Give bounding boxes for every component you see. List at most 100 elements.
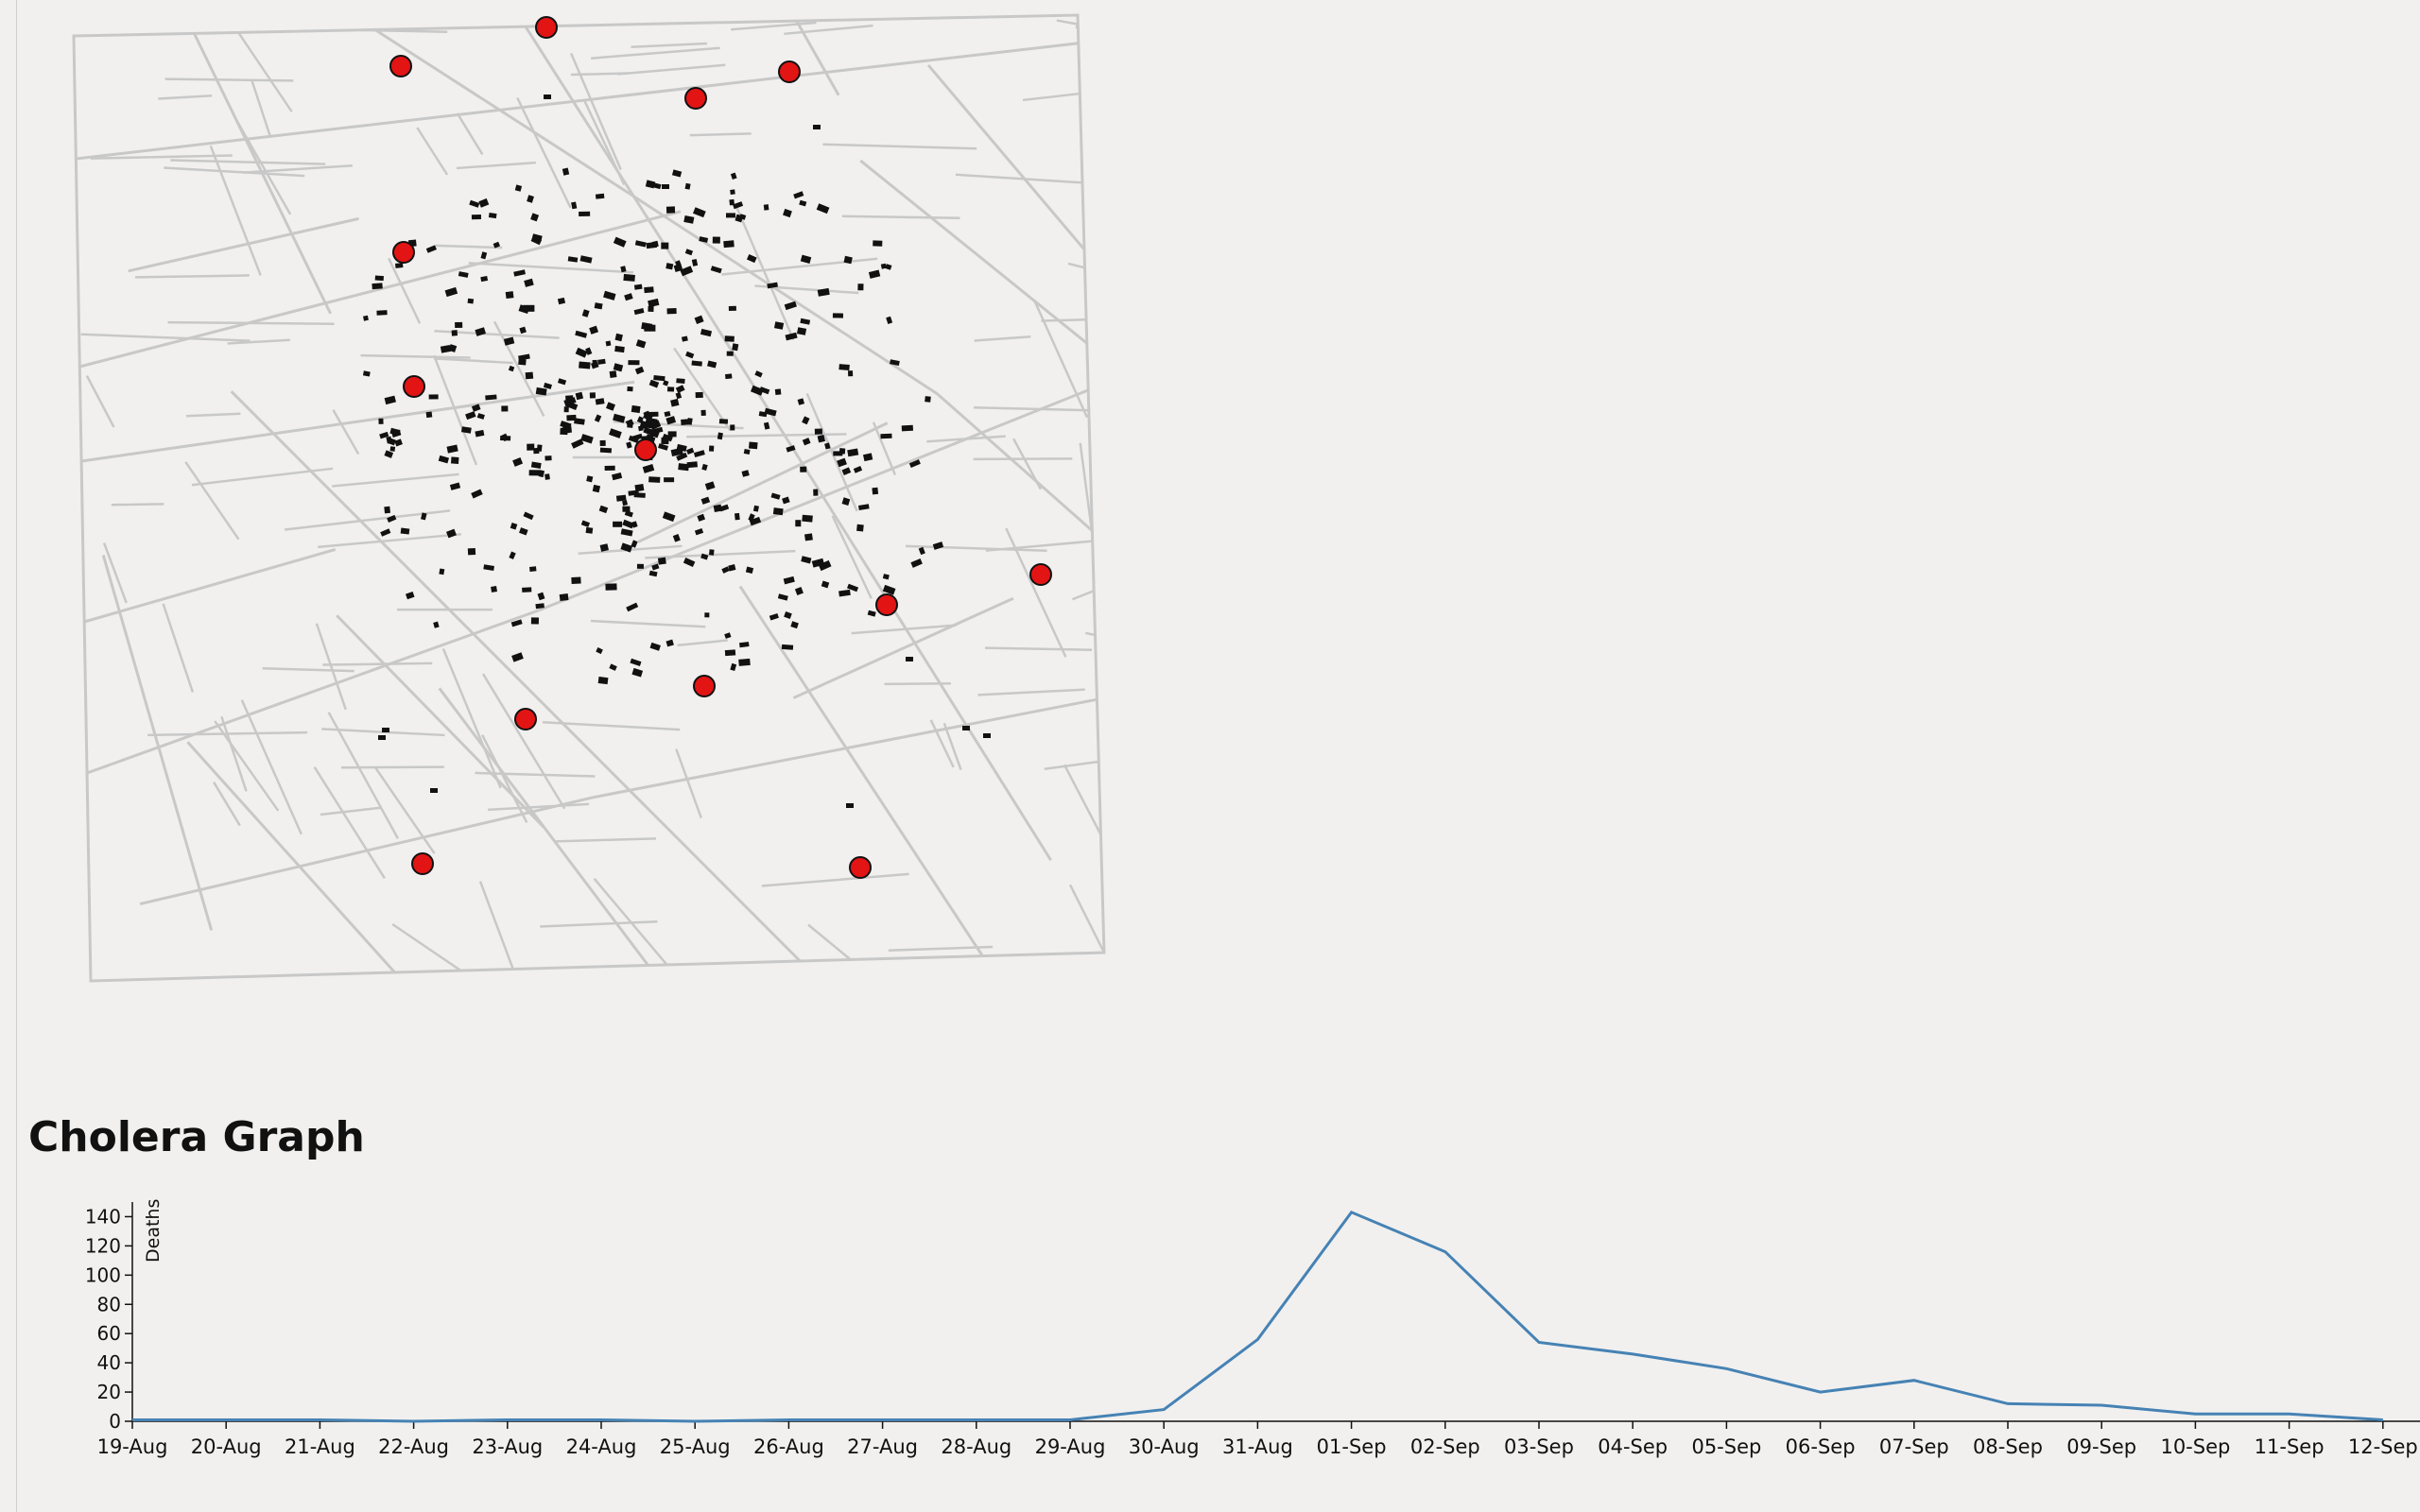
death-marker xyxy=(700,409,706,416)
death-marker xyxy=(505,291,514,300)
death-marker xyxy=(537,592,545,601)
death-marker xyxy=(749,516,762,526)
death-marker xyxy=(563,406,569,413)
death-marker xyxy=(661,242,669,249)
death-marker xyxy=(519,527,528,536)
death-marker xyxy=(651,563,660,571)
pump-marker xyxy=(535,16,558,39)
death-marker xyxy=(562,167,570,176)
death-marker xyxy=(605,583,617,591)
death-marker xyxy=(648,476,661,483)
death-marker xyxy=(872,487,879,495)
x-tick-label: 31-Aug xyxy=(1222,1435,1293,1458)
death-marker xyxy=(790,621,799,629)
death-marker xyxy=(694,315,704,325)
death-marker xyxy=(648,570,658,577)
death-marker xyxy=(777,593,788,601)
death-marker xyxy=(529,566,537,572)
x-tick-label: 29-Aug xyxy=(1035,1435,1106,1458)
death-marker xyxy=(838,448,846,455)
death-marker xyxy=(750,385,764,396)
death-marker xyxy=(932,541,944,550)
death-marker xyxy=(609,663,617,671)
death-marker xyxy=(811,558,825,568)
y-tick-label: 0 xyxy=(109,1410,121,1433)
death-marker xyxy=(748,441,758,450)
death-marker xyxy=(841,497,851,507)
death-marker xyxy=(592,484,601,493)
death-marker xyxy=(530,617,539,625)
death-marker xyxy=(666,639,674,647)
death-marker xyxy=(563,397,577,406)
death-marker xyxy=(512,457,524,467)
death-marker xyxy=(726,213,735,218)
death-marker xyxy=(622,500,629,507)
death-marker xyxy=(566,414,577,421)
pump-marker xyxy=(693,675,716,697)
death-marker xyxy=(700,328,713,337)
y-tick-label: 60 xyxy=(97,1322,121,1345)
death-marker xyxy=(594,414,602,422)
death-marker xyxy=(624,510,633,518)
pump-marker xyxy=(403,375,425,398)
death-marker xyxy=(782,496,790,505)
death-marker xyxy=(717,432,723,440)
death-marker xyxy=(784,611,792,620)
death-marker xyxy=(732,201,744,210)
death-marker xyxy=(631,540,638,548)
death-marker xyxy=(643,410,651,420)
death-marker xyxy=(493,241,501,249)
death-marker xyxy=(710,266,722,274)
death-marker xyxy=(886,316,893,324)
x-tick-label: 09-Sep xyxy=(2066,1435,2136,1458)
death-marker xyxy=(622,519,634,529)
pump-marker xyxy=(634,438,657,461)
death-marker xyxy=(910,558,923,568)
death-marker xyxy=(384,395,396,405)
death-marker xyxy=(802,438,811,446)
death-marker xyxy=(613,413,626,423)
death-marker xyxy=(595,398,605,405)
death-marker xyxy=(465,411,476,421)
death-marker xyxy=(531,233,543,242)
death-marker xyxy=(657,557,666,565)
death-marker xyxy=(712,236,720,244)
death-marker xyxy=(634,366,645,375)
death-marker xyxy=(732,343,739,352)
death-marker xyxy=(746,253,757,264)
death-marker xyxy=(580,520,591,527)
x-tick-label: 03-Sep xyxy=(1504,1435,1574,1458)
death-marker xyxy=(467,298,475,304)
death-marker xyxy=(962,726,970,730)
death-marker xyxy=(833,451,843,456)
death-marker xyxy=(758,411,768,418)
death-marker xyxy=(666,387,675,392)
pump-marker xyxy=(411,852,434,875)
death-marker xyxy=(544,94,551,99)
death-marker xyxy=(428,394,439,400)
death-marker xyxy=(783,208,792,218)
death-marker xyxy=(455,321,463,328)
death-marker xyxy=(873,240,883,247)
death-marker xyxy=(804,533,813,541)
death-marker xyxy=(882,584,896,595)
deaths-line-chart: 0 20 40 60 80 100 120 140 19-Aug 20-Aug 21-Aug 22-A… xyxy=(85,1199,2420,1458)
map-border xyxy=(72,13,1106,983)
death-marker xyxy=(681,335,688,342)
death-marker xyxy=(448,344,458,352)
death-marker xyxy=(664,410,671,418)
death-marker xyxy=(748,513,755,522)
death-marker xyxy=(867,610,876,617)
death-marker xyxy=(567,256,579,263)
death-marker xyxy=(363,315,369,321)
death-marker xyxy=(394,438,403,447)
death-marker xyxy=(439,568,445,576)
death-marker xyxy=(614,345,625,353)
death-marker xyxy=(880,433,892,439)
death-marker xyxy=(662,511,676,523)
death-marker xyxy=(594,302,603,310)
death-marker xyxy=(652,182,662,190)
death-marker xyxy=(745,566,754,575)
death-marker xyxy=(678,463,689,472)
death-marker xyxy=(741,470,750,477)
